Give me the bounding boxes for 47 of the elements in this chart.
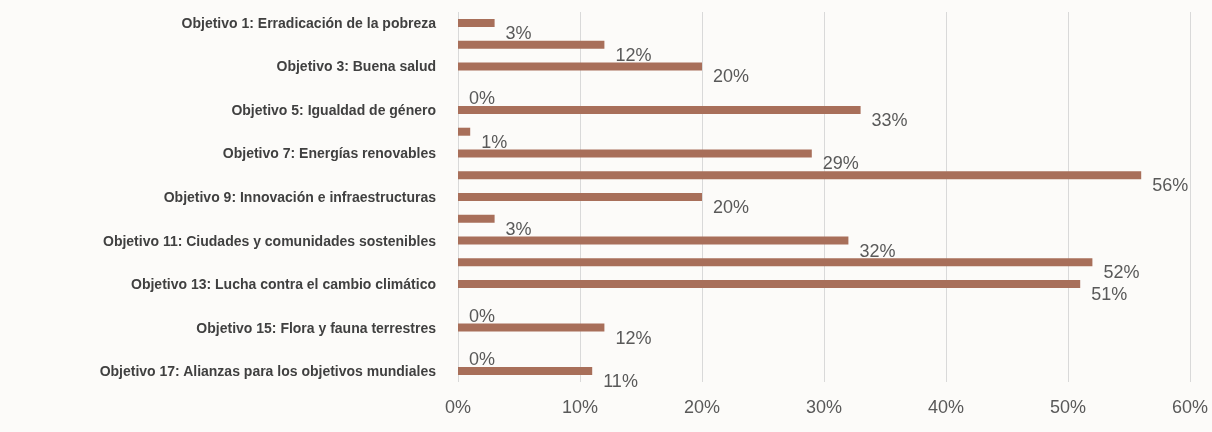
bar <box>458 193 702 201</box>
bar <box>458 367 593 376</box>
bar <box>458 62 702 71</box>
x-tick-label: 30% <box>805 397 843 417</box>
y-tick-label: Objetivo 13: Lucha contra el cambio climático <box>131 276 436 293</box>
bar <box>458 280 1081 289</box>
data-label: 3% <box>505 218 532 239</box>
data-label: 33% <box>871 109 908 130</box>
y-tick-label: Objetivo 7: Energías renovables <box>222 145 437 162</box>
data-label: 0% <box>469 305 496 326</box>
data-label: 0% <box>469 349 496 370</box>
data-label: 20% <box>713 66 750 87</box>
data-label: 20% <box>713 197 750 217</box>
data-label: 51% <box>1091 284 1128 305</box>
x-tick-label: 50% <box>1049 397 1087 417</box>
x-tick-label: 0% <box>444 397 472 417</box>
bar <box>458 18 495 27</box>
data-label: 3% <box>505 22 532 43</box>
bar <box>458 40 605 49</box>
y-tick-label: Objetivo 15: Flora y fauna terrestres <box>196 319 437 336</box>
data-label: 12% <box>615 327 652 348</box>
data-label: 52% <box>1103 262 1140 283</box>
bar <box>458 214 495 223</box>
y-tick-label: Objetivo 9: Innovación e infraestructuras <box>163 189 437 205</box>
data-label: 32% <box>859 240 896 261</box>
bar <box>458 258 1093 267</box>
data-label: 1% <box>481 131 508 152</box>
bar <box>458 149 812 158</box>
x-tick-label: 20% <box>683 397 721 417</box>
bar <box>458 105 861 114</box>
bar <box>458 236 849 245</box>
x-tick-label: 40% <box>927 397 965 417</box>
data-label: 29% <box>822 153 859 174</box>
bar <box>458 127 471 136</box>
y-tick-label: Objetivo 11: Ciudades y comunidades sostenibles <box>103 232 437 249</box>
y-tick-label: Objetivo 5: Igualdad de género <box>231 101 436 118</box>
x-tick-label: 60% <box>1171 397 1209 417</box>
y-tick-label: Objetivo 1: Erradicación de la pobreza <box>181 14 437 31</box>
x-tick-label: 10% <box>561 397 599 417</box>
data-label: 11% <box>603 371 638 392</box>
data-label: 0% <box>469 88 496 109</box>
data-label: 12% <box>615 44 652 65</box>
y-tick-label: Objetivo 17: Alianzas para los objetivos mundiales <box>99 363 437 380</box>
y-tick-label: Objetivo 3: Buena salud <box>276 58 436 75</box>
data-label: 56% <box>1152 175 1189 196</box>
bar <box>458 323 605 332</box>
bar <box>458 171 1142 180</box>
